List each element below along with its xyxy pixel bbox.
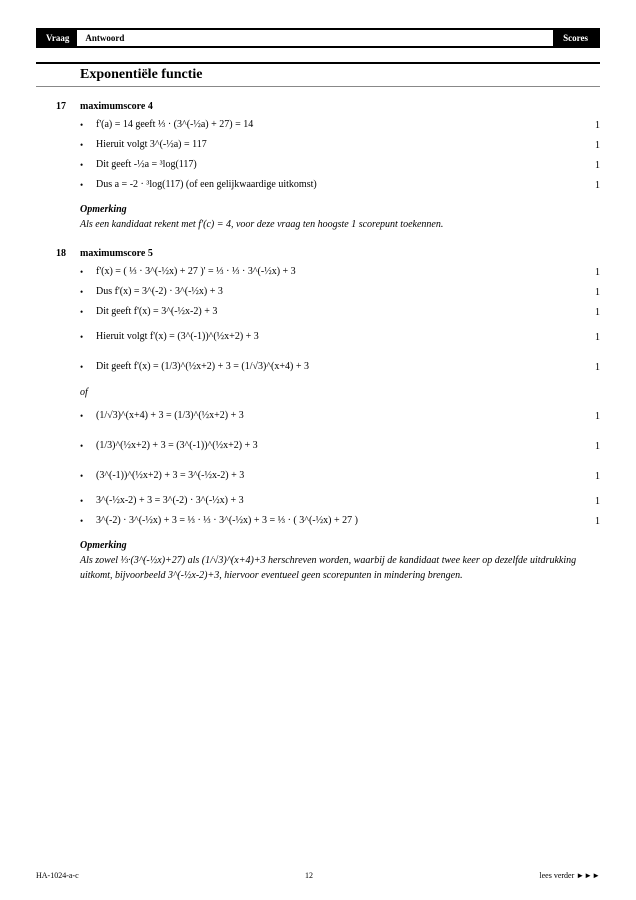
step-math: 3^(-2) · 3^(-½x) + 3 = ⅓ · ⅓ · 3^(-½x) +…: [96, 514, 580, 528]
step-math: Dus f'(x) = 3^(-2) · 3^(-½x) + 3: [96, 285, 580, 299]
bullet-icon: •: [80, 516, 96, 526]
question-block: 18maximumscore 5•f'(x) = ( ⅓ · 3^(-½x) +…: [36, 248, 600, 583]
step-score: 1: [580, 180, 600, 191]
solution-step: •Dus f'(x) = 3^(-2) · 3^(-½x) + 31: [80, 283, 600, 301]
solution-step: •(1/3)^(½x+2) + 3 = (3^(-1))^(½x+2) + 31: [80, 432, 600, 460]
solution-step: •Dus a = -2 · ³log(117) (of een gelijkwa…: [80, 176, 600, 194]
solution-step: •Hieruit volgt f'(x) = (3^(-1))^(½x+2) +…: [80, 323, 600, 351]
step-math: (1/3)^(½x+2) + 3 = (3^(-1))^(½x+2) + 3: [96, 439, 580, 453]
step-score: 1: [580, 496, 600, 507]
solution-step: •f'(a) = 14 geeft ⅓ · (3^(-½a) + 27) = 1…: [80, 116, 600, 134]
alternative-label: of: [80, 387, 600, 398]
solution-step: •(1/√3)^(x+4) + 3 = (1/3)^(½x+2) + 31: [80, 402, 600, 430]
header-left-label: Vraag: [38, 30, 77, 46]
step-math: Hieruit volgt f'(x) = (3^(-1))^(½x+2) + …: [96, 330, 580, 344]
bullet-icon: •: [80, 332, 96, 342]
solution-step: •(3^(-1))^(½x+2) + 3 = 3^(-½x-2) + 31: [80, 462, 600, 490]
step-math: Hieruit volgt 3^(-½a) = 117: [96, 138, 580, 152]
solution-step: •3^(-2) · 3^(-½x) + 3 = ⅓ · ⅓ · 3^(-½x) …: [80, 512, 600, 530]
header-bar: Vraag Antwoord Scores: [36, 28, 600, 48]
solution-step: •Dit geeft f'(x) = 3^(-½x-2) + 31: [80, 303, 600, 321]
bullet-icon: •: [80, 496, 96, 506]
bullet-icon: •: [80, 411, 96, 421]
footer-center: 12: [305, 871, 313, 880]
max-score-label: maximumscore 5: [80, 248, 153, 259]
bullet-icon: •: [80, 120, 96, 130]
step-score: 1: [580, 160, 600, 171]
max-score-label: maximumscore 4: [80, 101, 153, 112]
header-mid-label: Antwoord: [77, 30, 553, 46]
question-block: 17maximumscore 4•f'(a) = 14 geeft ⅓ · (3…: [36, 101, 600, 232]
content-area: 17maximumscore 4•f'(a) = 14 geeft ⅓ · (3…: [36, 101, 600, 583]
bullet-icon: •: [80, 140, 96, 150]
question-number: 17: [56, 101, 80, 112]
solution-step: •Hieruit volgt 3^(-½a) = 1171: [80, 136, 600, 154]
remark-block: Opmerking Als zowel ⅓·(3^(-½x)+27) als (1…: [80, 538, 600, 583]
step-score: 1: [580, 140, 600, 151]
bullet-icon: •: [80, 441, 96, 451]
step-math: Dit geeft -½a = ³log(117): [96, 158, 580, 172]
step-score: 1: [580, 516, 600, 527]
question-number: 18: [56, 248, 80, 259]
step-score: 1: [580, 307, 600, 318]
step-math: Dus a = -2 · ³log(117) (of een gelijkwaa…: [96, 178, 580, 192]
remark-block: Opmerking Als een kandidaat rekent met f'…: [80, 202, 600, 232]
step-score: 1: [580, 441, 600, 452]
step-math: Dit geeft f'(x) = (1/3)^(½x+2) + 3 = (1/…: [96, 360, 580, 374]
bullet-icon: •: [80, 287, 96, 297]
step-math: 3^(-½x-2) + 3 = 3^(-2) · 3^(-½x) + 3: [96, 494, 580, 508]
step-score: 1: [580, 362, 600, 373]
footer-right: lees verder ►►►: [539, 871, 600, 880]
section-title: Exponentiële functie: [36, 62, 600, 87]
bullet-icon: •: [80, 307, 96, 317]
question-header: 18maximumscore 5: [56, 248, 600, 259]
header-right-label: Scores: [553, 30, 598, 46]
step-math: (1/√3)^(x+4) + 3 = (1/3)^(½x+2) + 3: [96, 409, 580, 423]
step-score: 1: [580, 267, 600, 278]
remark-text: Als zowel ⅓·(3^(-½x)+27) als (1/√3)^(x+4…: [80, 555, 576, 581]
step-math: f'(x) = ( ⅓ · 3^(-½x) + 27 )' = ⅓ · ⅓ · …: [96, 265, 580, 279]
step-math: Dit geeft f'(x) = 3^(-½x-2) + 3: [96, 305, 580, 319]
question-header: 17maximumscore 4: [56, 101, 600, 112]
step-score: 1: [580, 332, 600, 343]
step-score: 1: [580, 120, 600, 131]
solution-step: •Dit geeft f'(x) = (1/3)^(½x+2) + 3 = (1…: [80, 353, 600, 381]
solution-step: •3^(-½x-2) + 3 = 3^(-2) · 3^(-½x) + 31: [80, 492, 600, 510]
step-score: 1: [580, 287, 600, 298]
step-math: f'(a) = 14 geeft ⅓ · (3^(-½a) + 27) = 14: [96, 118, 580, 132]
solution-step: •Dit geeft -½a = ³log(117)1: [80, 156, 600, 174]
page-footer: HA-1024-a-c 12 lees verder ►►►: [36, 871, 600, 880]
bullet-icon: •: [80, 180, 96, 190]
bullet-icon: •: [80, 160, 96, 170]
bullet-icon: •: [80, 471, 96, 481]
footer-left: HA-1024-a-c: [36, 871, 79, 880]
step-math: (3^(-1))^(½x+2) + 3 = 3^(-½x-2) + 3: [96, 469, 580, 483]
bullet-icon: •: [80, 362, 96, 372]
remark-title: Opmerking: [80, 540, 127, 551]
bullet-icon: •: [80, 267, 96, 277]
step-score: 1: [580, 411, 600, 422]
step-score: 1: [580, 471, 600, 482]
remark-text: Als een kandidaat rekent met f'(c) = 4, …: [80, 219, 443, 230]
solution-step: •f'(x) = ( ⅓ · 3^(-½x) + 27 )' = ⅓ · ⅓ ·…: [80, 263, 600, 281]
remark-title: Opmerking: [80, 204, 127, 215]
